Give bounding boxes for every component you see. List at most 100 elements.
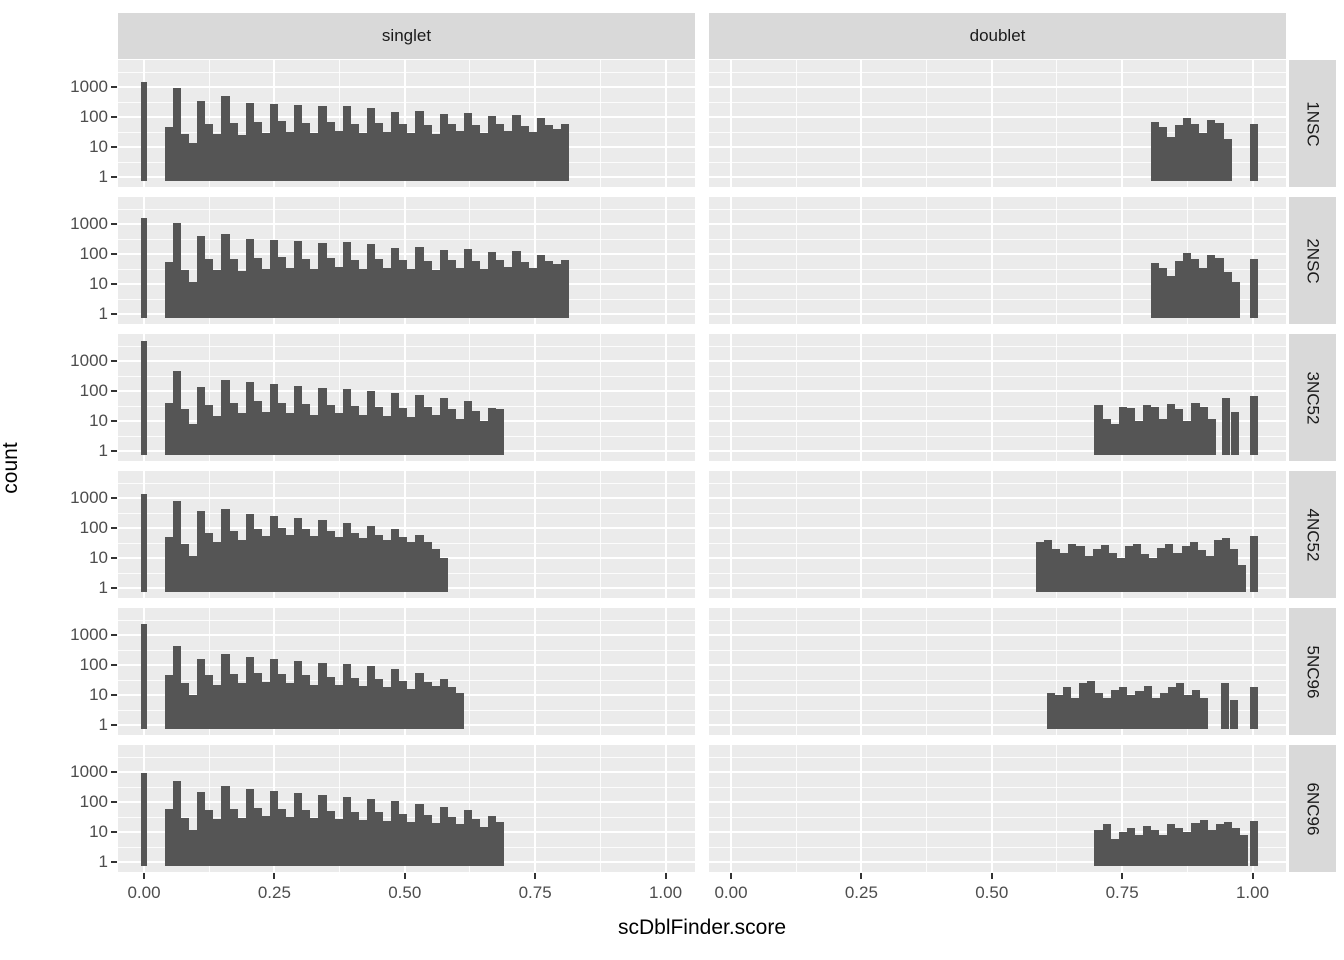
gridline-major-v <box>1251 60 1254 187</box>
histogram-bar <box>1086 680 1095 729</box>
histogram-bar <box>197 510 206 592</box>
histogram-bar <box>447 409 456 455</box>
gridline-major-h <box>709 634 1286 636</box>
histogram-bar <box>342 105 351 181</box>
y-tick-mark <box>111 86 117 88</box>
histogram-bar <box>383 539 392 592</box>
gridline-major-v <box>1251 745 1254 872</box>
histogram-bar <box>1157 547 1166 592</box>
gridline-major-h <box>709 831 1286 833</box>
x-tick-label: 1.00 <box>648 883 683 902</box>
histogram-bar <box>1183 695 1192 729</box>
gridline-minor-v <box>599 608 601 735</box>
histogram-bar <box>205 123 214 181</box>
gridline-minor-v <box>795 471 797 598</box>
histogram-bar <box>366 244 376 318</box>
histogram-bar <box>213 818 222 866</box>
gridline-major-v <box>534 608 537 735</box>
histogram-bar <box>310 268 319 318</box>
gridline-minor-v <box>926 334 928 461</box>
row-strip-1NSC <box>1289 60 1336 187</box>
histogram-bar <box>350 677 359 729</box>
row-strip-4NC52 <box>1289 471 1336 598</box>
histogram-bar <box>520 261 529 318</box>
histogram-bar <box>1175 124 1184 181</box>
histogram-bar <box>480 268 489 318</box>
panel-1NSC-doublet <box>709 60 1286 187</box>
histogram-bar <box>1167 403 1176 455</box>
histogram-bar <box>399 407 408 455</box>
y-tick-label: 1 <box>98 167 108 186</box>
gridline-minor-v <box>599 334 601 461</box>
histogram-bar <box>536 118 545 181</box>
histogram-bar <box>189 423 198 455</box>
gridline-major-v <box>664 608 667 735</box>
gridline-minor-v <box>926 197 928 324</box>
histogram-bar <box>423 681 432 729</box>
histogram-bar <box>334 413 343 455</box>
histogram-bar <box>189 142 198 181</box>
gridline-minor-v <box>926 471 928 598</box>
histogram-bar <box>447 123 456 181</box>
histogram-bar <box>1215 257 1224 318</box>
histogram-bar <box>1127 695 1136 729</box>
histogram-bar <box>415 672 424 729</box>
histogram-bar <box>350 123 359 181</box>
gridline-major-h <box>118 527 695 529</box>
histogram-bar <box>1159 692 1168 729</box>
gridline-minor-v <box>469 471 471 598</box>
x-tick-label: 0.00 <box>127 883 161 902</box>
histogram-bar <box>1221 538 1231 592</box>
histogram-bar <box>1197 550 1206 592</box>
histogram-bar <box>455 824 464 866</box>
histogram-bar <box>1159 418 1168 455</box>
histogram-bar <box>269 103 279 181</box>
histogram-bar <box>1062 687 1071 729</box>
histogram-bar <box>253 807 262 866</box>
y-tick-mark <box>111 497 117 499</box>
histogram-bar <box>415 110 424 181</box>
histogram-bar <box>1191 822 1200 866</box>
histogram-bar <box>415 534 424 592</box>
histogram-bar <box>342 242 351 318</box>
histogram-bar <box>1192 689 1201 729</box>
histogram-bar <box>164 261 173 318</box>
histogram-bar <box>245 238 254 318</box>
histogram-bar <box>302 675 311 729</box>
histogram-bar <box>1143 685 1152 729</box>
histogram-bar <box>334 818 343 866</box>
histogram-bar <box>1167 687 1176 729</box>
histogram-bar <box>1166 276 1176 318</box>
gridline-minor-h <box>118 786 695 788</box>
histogram-bar <box>181 133 190 181</box>
histogram-bar <box>496 409 505 455</box>
row-strip-label-1NSC: 1NSC <box>1303 100 1323 147</box>
histogram-bar <box>1044 539 1053 592</box>
y-tick-mark <box>111 527 117 529</box>
gridline-minor-h <box>709 71 1286 73</box>
histogram-bar <box>1092 548 1101 592</box>
histogram-bar <box>1175 409 1184 455</box>
gridline-major-v <box>1121 60 1124 187</box>
histogram-bar <box>375 258 384 318</box>
histogram-bar <box>1222 397 1231 455</box>
gridline-minor-h <box>709 435 1286 437</box>
gridline-major-h <box>118 801 695 803</box>
gridline-minor-v <box>1056 197 1058 324</box>
gridline-major-v <box>534 471 537 598</box>
histogram-bar <box>302 258 311 318</box>
gridline-major-v <box>664 471 667 598</box>
histogram-bar <box>213 415 222 455</box>
histogram-bar <box>375 406 384 455</box>
histogram-bar <box>358 685 367 729</box>
gridline-minor-v <box>208 60 210 187</box>
histogram-bar <box>181 409 190 455</box>
panel-6NC96-doublet <box>709 745 1286 872</box>
histogram-bar <box>294 517 303 592</box>
histogram-bar <box>189 555 198 592</box>
histogram-bar <box>447 259 456 318</box>
histogram-bar <box>1249 258 1258 318</box>
histogram-bar <box>544 124 553 181</box>
y-tick-mark <box>111 360 117 362</box>
histogram-bar <box>1159 834 1168 866</box>
